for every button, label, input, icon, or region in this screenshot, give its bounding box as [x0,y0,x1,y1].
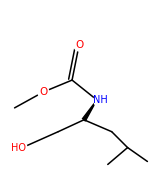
Text: HO: HO [11,143,26,153]
Text: NH: NH [94,95,108,105]
Text: O: O [39,87,47,97]
Polygon shape [83,100,97,121]
Text: O: O [75,40,83,50]
